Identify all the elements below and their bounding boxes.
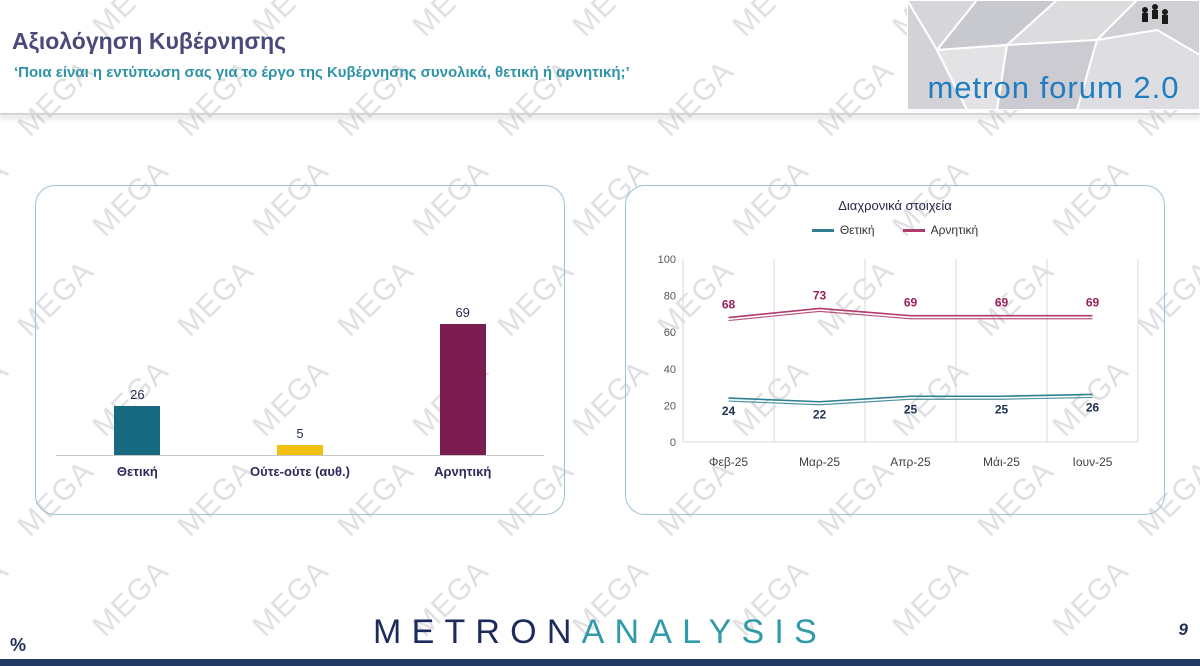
- y-tick-label: 60: [663, 327, 675, 339]
- metron-analysis-logo: METRONANALYSIS: [0, 613, 1200, 652]
- x-axis-label: Απρ-25: [890, 455, 931, 469]
- legend-item-thetiki: Θετική: [811, 223, 875, 237]
- page-number: 9: [1178, 620, 1188, 639]
- page-subtitle: ‘Ποια είναι η εντύπωση σας για το έργο τ…: [14, 64, 630, 81]
- line-chart-title: Διαχρονικά στοιχεία: [838, 198, 952, 213]
- brand-analysis: ANALYSIS: [581, 613, 827, 651]
- point-value-label: 25: [994, 402, 1008, 416]
- bar-column: 5: [219, 241, 382, 455]
- point-value-label: 25: [903, 402, 917, 416]
- x-axis-label: Μάι-25: [983, 455, 1020, 469]
- line-series-shadow-Αρνητική: [727, 310, 1092, 322]
- bottom-bar: [0, 659, 1200, 666]
- point-value-label: 68: [721, 298, 735, 312]
- bar-Αρνητική: [439, 324, 486, 455]
- bar-category-label: Θετική: [116, 464, 158, 479]
- page-title: Αξιολόγηση Κυβέρνησης: [12, 28, 287, 54]
- legend-swatch-thetiki: [811, 228, 834, 232]
- y-tick-label: 80: [663, 291, 675, 303]
- x-axis-label: Ιουν-25: [1072, 455, 1112, 469]
- point-value-label: 69: [903, 296, 917, 310]
- watermark-text: MEGA: [0, 354, 16, 443]
- line-chart-legend: Θετική Αρνητική: [626, 223, 1164, 237]
- legend-label-thetiki: Θετική: [839, 223, 875, 237]
- legend-label-arnitiki: Αρνητική: [930, 223, 979, 237]
- line-chart: 0 20 40 60 80 100 Φεβ-25 Μαρ-25 Απρ-25 Μάι-25 Ιουν…: [657, 254, 1138, 469]
- percent-label: %: [10, 635, 27, 655]
- bar-chart-panel: 26 5 69 Θετική Ούτε-ούτε (αυθ.) Αρνητική: [35, 185, 565, 515]
- header: Αξιολόγηση Κυβέρνησης ‘Ποια είναι η εντύ…: [0, 0, 1200, 115]
- point-value-label: 22: [812, 408, 826, 422]
- people-silhouettes-icon: [1142, 4, 1168, 24]
- bar-chart: 26 5 69: [56, 241, 544, 456]
- watermark-text: MEGA: [0, 154, 16, 243]
- bar-chart-category-labels: Θετική Ούτε-ούτε (αυθ.) Αρνητική: [56, 464, 544, 479]
- header-divider: [0, 113, 1200, 115]
- point-value-label: 69: [994, 296, 1008, 310]
- y-tick-label: 100: [657, 254, 675, 266]
- line-series-shadow-Θετική: [727, 396, 1093, 406]
- bar-Ούτε-ούτε (αυθ.): [277, 445, 323, 455]
- x-axis-label: Φεβ-25: [708, 455, 747, 469]
- line-series-Αρνητική: [727, 307, 1092, 319]
- y-tick-label: 0: [669, 437, 675, 449]
- point-value-label: 73: [812, 288, 826, 302]
- metron-forum-logo-mosaic: [907, 0, 1200, 110]
- y-tick-label: 40: [663, 364, 675, 376]
- brand-metron: METRON: [373, 613, 582, 651]
- point-value-label: 69: [1085, 296, 1099, 310]
- bar-Θετική: [114, 406, 161, 455]
- bar-value-label: 26: [130, 387, 145, 402]
- x-axis-label: Μαρ-25: [798, 455, 839, 469]
- metron-forum-logo: metron forum 2.0: [907, 0, 1200, 110]
- metron-forum-logo-text: metron forum 2.0: [927, 70, 1180, 105]
- bar-column: 69: [381, 241, 544, 455]
- legend-item-arnitiki: Αρνητική: [902, 223, 979, 237]
- bar-value-label: 5: [296, 426, 304, 441]
- legend-swatch-arnitiki: [902, 228, 925, 232]
- bar-value-label: 69: [455, 305, 470, 320]
- bar-column: 26: [56, 241, 219, 455]
- point-value-label: 26: [1085, 400, 1099, 414]
- bar-category-label: Αρνητική: [434, 464, 492, 479]
- point-value-label: 24: [721, 404, 735, 418]
- bar-category-label: Ούτε-ούτε (αυθ.): [250, 464, 350, 479]
- line-chart-panel: Διαχρονικά στοιχεία Θετική Αρνητική 0 20 4…: [625, 185, 1165, 515]
- y-tick-label: 20: [663, 400, 675, 412]
- line-series-Θετική: [727, 393, 1093, 403]
